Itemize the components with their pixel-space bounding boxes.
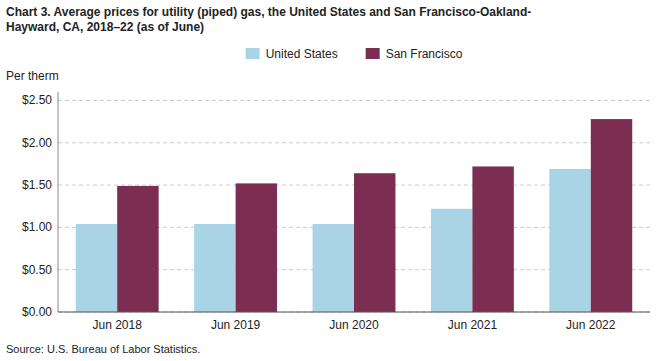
bar: [117, 186, 158, 312]
y-tick-label: $0.50: [22, 263, 52, 277]
bar: [236, 183, 277, 312]
x-axis-line: [58, 312, 650, 313]
x-tick-label: Jun 2021: [448, 318, 498, 332]
legend-item: United States: [246, 47, 338, 61]
x-tick-label: Jun 2020: [329, 318, 379, 332]
y-tick-label: $2.50: [22, 93, 52, 107]
legend-swatch: [246, 48, 260, 59]
bar: [549, 169, 590, 312]
bars: [76, 119, 632, 312]
legend-swatch: [366, 48, 380, 59]
x-tick-label: Jun 2022: [566, 318, 616, 332]
grid-line: [58, 100, 650, 101]
bar: [354, 173, 395, 312]
bar: [472, 166, 513, 312]
bar: [313, 224, 354, 312]
y-tick-label: $1.00: [22, 220, 52, 234]
grid-line: [58, 312, 650, 313]
title: Chart 3. Average prices for utility (pip…: [6, 5, 531, 34]
grid: [58, 100, 650, 312]
y-axis-line: [58, 92, 59, 312]
x-tick-label: Jun 2019: [211, 318, 261, 332]
legend-label: United States: [266, 47, 338, 61]
legend-item: San Francisco: [366, 47, 463, 61]
bar: [591, 119, 632, 312]
legend-label: San Francisco: [386, 47, 463, 61]
y-tick-label: $1.50: [22, 178, 52, 192]
y-axis-label: Per therm: [6, 69, 59, 83]
grid-line: [58, 142, 650, 143]
chart-svg: Chart 3. Average prices for utility (pip…: [0, 0, 661, 361]
bar: [76, 224, 117, 312]
legend: United States San Francisco: [246, 47, 463, 61]
x-tick-label: Jun 2018: [93, 318, 143, 332]
bar: [194, 224, 235, 312]
bar: [431, 209, 472, 312]
y-tick-label: $2.00: [22, 136, 52, 150]
y-tick-label: $0.00: [22, 305, 52, 319]
source: Source: U.S. Bureau of Labor Statistics.: [6, 343, 200, 355]
